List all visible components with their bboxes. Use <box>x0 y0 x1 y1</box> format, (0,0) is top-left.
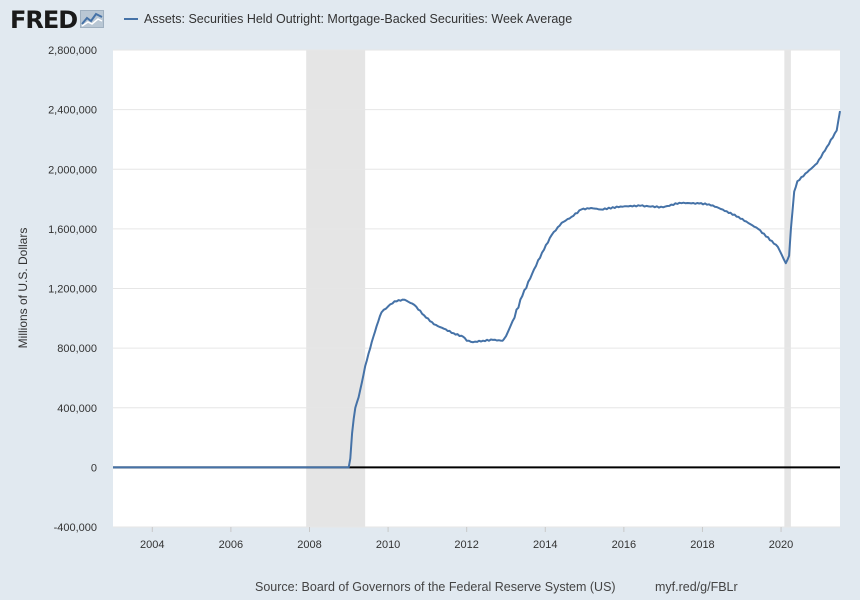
series-layer <box>113 110 841 469</box>
series-line <box>113 110 841 469</box>
line-chart-icon <box>80 9 105 33</box>
source-note: Source: Board of Governors of the Federa… <box>255 580 616 594</box>
fred-logo[interactable]: FRED <box>10 6 105 34</box>
y-tick-labels: -400,000 0 400,000 800,000 1,200,000 1,600,00… <box>48 45 97 534</box>
short-link[interactable]: myf.red/g/FBLr <box>655 580 738 594</box>
y-tick-label: 0 <box>91 462 97 474</box>
y-tick-label: 1,200,000 <box>48 284 97 296</box>
y-tick-label: 2,800,000 <box>48 45 97 57</box>
y-tick-label: 400,000 <box>57 403 97 415</box>
x-tick-label: 2018 <box>690 539 714 551</box>
y-axis-label: Millions of U.S. Dollars <box>16 228 30 349</box>
y-tick-label: 2,400,000 <box>48 105 97 117</box>
x-tick-label: 2010 <box>376 539 400 551</box>
x-tick-label: 2014 <box>533 539 557 551</box>
grid-lines <box>113 49 840 528</box>
x-tick-labels: 2004 2006 2008 2010 2012 2014 2016 2018 2020 <box>140 527 793 551</box>
y-tick-label: 800,000 <box>57 343 97 355</box>
legend-series-label: Assets: Securities Held Outright: Mortga… <box>144 12 573 26</box>
chart-header: FRED Assets: Securities Held Outright: M… <box>0 0 860 44</box>
x-tick-label: 2006 <box>219 539 243 551</box>
y-tick-label: 2,000,000 <box>48 164 97 176</box>
x-tick-label: 2012 <box>454 539 478 551</box>
fred-logo-text: FRED <box>10 6 78 34</box>
y-tick-label: -400,000 <box>54 522 97 534</box>
legend-swatch <box>124 18 138 20</box>
y-tick-label: 1,600,000 <box>48 224 97 236</box>
chart-legend: Assets: Securities Held Outright: Mortga… <box>124 12 572 26</box>
x-tick-label: 2008 <box>297 539 321 551</box>
x-tick-label: 2004 <box>140 539 164 551</box>
x-tick-label: 2016 <box>612 539 636 551</box>
x-tick-label: 2020 <box>769 539 793 551</box>
